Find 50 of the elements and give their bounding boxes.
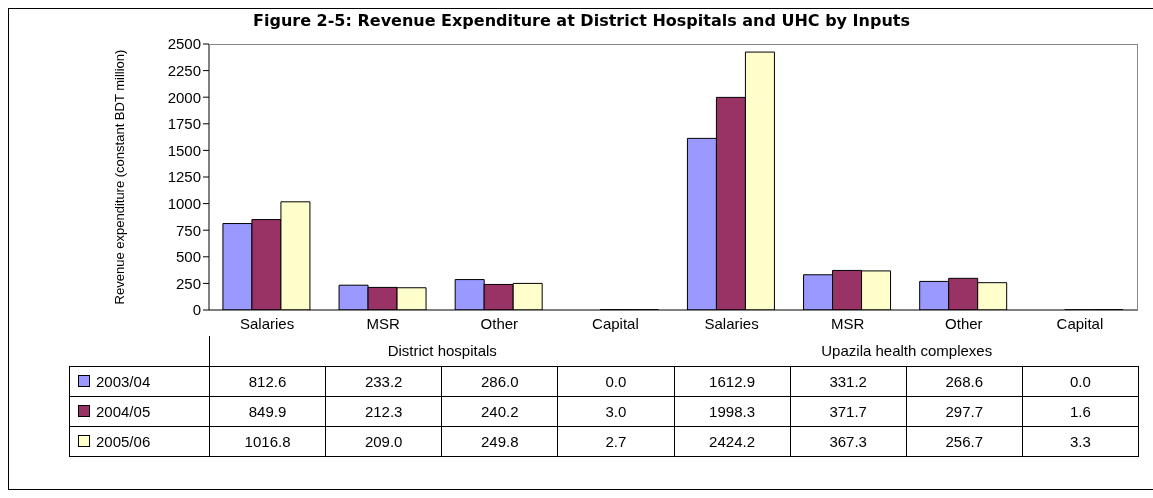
x-tick-label: Salaries [239,314,295,332]
data-label: 3.3 [1022,426,1139,457]
data-label: 371.7 [790,396,907,427]
x-tick-label: MSR [831,314,865,332]
data-label: 233.2 [325,366,442,397]
data-label: 286.0 [441,366,558,397]
data-label: 1998.3 [674,396,791,427]
data-label: 209.0 [325,426,442,457]
x-tick-label: Other [945,314,983,332]
y-tick-label: 250 [175,274,201,292]
data-label: 212.3 [325,396,442,427]
x-tick-label: Other [480,314,519,332]
data-label: 240.2 [441,396,558,427]
x-tick-label: Capital [592,314,639,332]
data-label: 367.3 [790,426,907,457]
data-label: 3.0 [557,396,674,427]
y-axis-title: Revenue expenditure (constant BDT million) [111,49,127,305]
x-tick-label: Capital [1056,314,1104,332]
y-tick-label: 500 [175,248,201,266]
data-label: 812.6 [209,366,326,397]
y-tick-label: 1750 [167,115,201,133]
data-label: 2.7 [557,426,674,457]
data-label: 849.9 [209,396,326,427]
chart-title: Figure 2-5: Revenue Expenditure at District Hospitals and UHC by Inputs [252,11,911,30]
y-tick-label: 2000 [167,88,201,106]
y-tick-label: 1000 [167,194,201,212]
data-label: 297.7 [906,396,1023,427]
y-tick-label: 750 [175,221,201,239]
data-label: 1016.8 [209,426,326,457]
legend-label: 2003/04 [69,366,210,397]
data-label: 331.2 [790,366,907,397]
data-label: 268.6 [906,366,1023,397]
data-label: 249.8 [441,426,558,457]
x-tick-label: Salaries [704,314,759,332]
y-tick-label: 0 [192,301,201,319]
y-tick-label: 1500 [167,141,201,159]
data-label: 0.0 [1022,366,1139,397]
y-tick-label: 1250 [167,168,201,186]
data-label: 256.7 [906,426,1023,457]
data-label: 0.0 [557,366,674,397]
legend-label: 2004/05 [69,396,210,427]
legend-label: 2005/06 [69,426,210,457]
text: Upazila health complexes [820,342,994,359]
data-label: 1612.9 [674,366,791,397]
data-label: 1.6 [1022,396,1139,427]
x-tick-label: MSR [366,314,401,332]
y-tick-label: 2500 [167,35,201,53]
y-tick-label: 2250 [167,61,201,79]
data-label: 2424.2 [674,426,791,457]
text: District hospitals [386,342,498,359]
